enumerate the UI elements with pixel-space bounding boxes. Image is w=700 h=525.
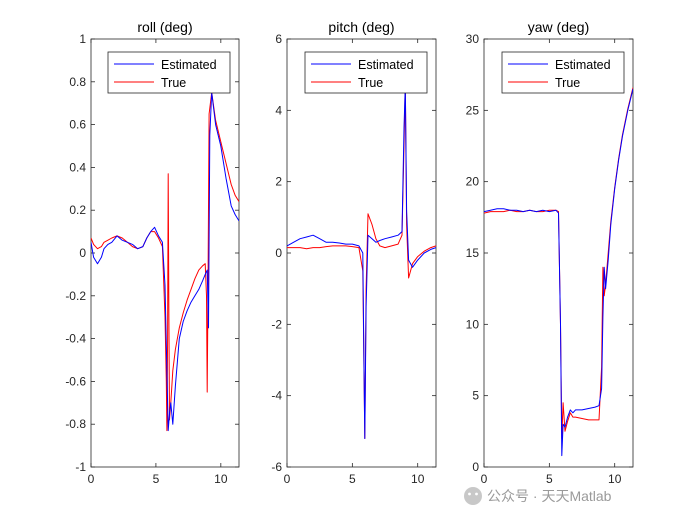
y-tick-label: -0.2 [65,289,86,303]
series-group [287,81,436,439]
legend-label-true: True [358,76,383,90]
x-tick-label: 10 [411,472,425,486]
y-tick-label: 10 [466,317,480,331]
plot-area [286,38,437,468]
y-tick-label: -2 [271,317,282,331]
y-tick-label: -1 [75,460,86,474]
chart-title: yaw (deg) [528,19,589,35]
y-tick-label: 0 [79,246,86,260]
panel-1: pitch (deg) -6 -4 -2 0 2 4 6 0 5 10 Estimated True [271,19,437,486]
watermark-text: 公众号 · 天天Matlab [487,488,612,504]
panel-0: roll (deg) -1 -0.8 -0.6 -0.4 -0.2 0 0.2 0.4 0.6 0.… [65,19,240,486]
y-tick-label: 4 [275,103,282,117]
y-tick-label: 30 [466,32,480,46]
y-tick-label: 0.2 [69,203,86,217]
legend-label-true: True [555,76,580,90]
wechat-icon [464,487,482,505]
legend-label-true: True [161,76,186,90]
series-line-true [91,92,239,432]
y-tick-label: 5 [472,389,479,403]
x-tick-label: 0 [88,472,95,486]
y-tick-label: 6 [275,32,282,46]
y-tick-label: -6 [271,460,282,474]
legend-label-estimated: Estimated [161,58,217,72]
y-tick-label: -4 [271,389,282,403]
x-tick-label: 5 [349,472,356,486]
series-line-estimated [484,88,633,457]
y-tick-label: 0 [275,246,282,260]
legend: Estimated True [501,51,625,94]
x-tick-label: 10 [214,472,228,486]
series-line-estimated [91,92,239,432]
x-tick-label: 0 [481,472,488,486]
y-tick-label: -0.4 [65,332,86,346]
y-tick-label: 25 [466,103,480,117]
y-tick-label: 15 [466,246,480,260]
chart-title: roll (deg) [137,19,192,35]
plot-area [90,38,240,468]
legend-box [501,51,625,94]
y-tick-label: 0 [472,460,479,474]
y-tick-label: 0.4 [69,160,86,174]
legend: Estimated True [304,51,428,94]
y-tick-label: 20 [466,175,480,189]
y-tick-label: 0.6 [69,118,86,132]
plot-area [483,38,634,468]
x-tick-label: 5 [546,472,553,486]
legend-label-estimated: Estimated [358,58,414,72]
y-tick-label: -0.6 [65,374,86,388]
panel-2: yaw (deg) 0 5 10 15 20 25 30 0 5 10 Estimated True [466,19,634,486]
watermark: 公众号 · 天天Matlab [464,487,612,505]
y-tick-label: 0.8 [69,75,86,89]
series-group [484,87,633,457]
legend-box [304,51,428,94]
y-tick-label: 1 [79,32,86,46]
chart-title: pitch (deg) [328,19,394,35]
legend-box [107,51,231,94]
x-tick-label: 10 [608,472,622,486]
series-line-true [287,81,436,439]
series-group [91,92,239,432]
y-tick-label: 2 [275,175,282,189]
y-tick-label: -0.8 [65,417,86,431]
x-tick-label: 5 [153,472,160,486]
x-tick-label: 0 [284,472,291,486]
legend-label-estimated: Estimated [555,58,611,72]
series-line-estimated [287,84,436,439]
legend: Estimated True [107,51,231,94]
